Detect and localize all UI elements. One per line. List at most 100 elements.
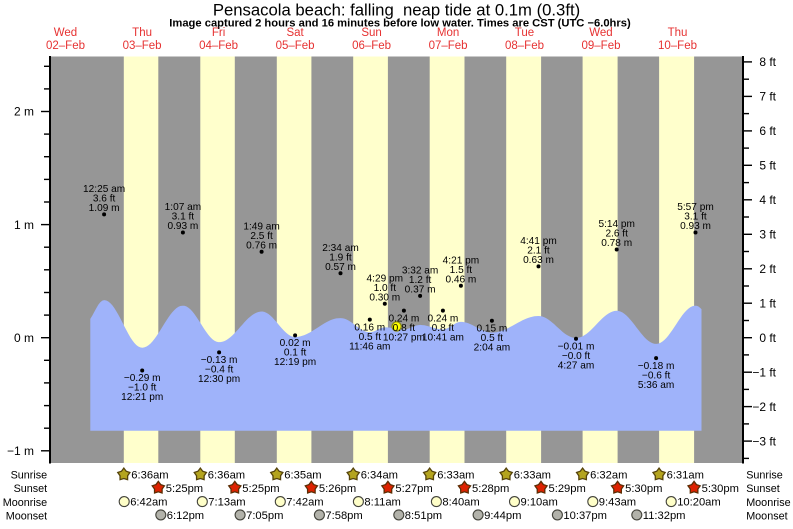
svg-text:−0.01 m: −0.01 m	[558, 342, 595, 353]
svg-text:0 m: 0 m	[14, 331, 34, 345]
svg-text:12:21 pm: 12:21 pm	[121, 392, 163, 403]
svg-text:Tue: Tue	[515, 27, 534, 39]
svg-text:−0.18 m: −0.18 m	[638, 361, 675, 372]
svg-text:8:11am: 8:11am	[364, 497, 400, 509]
svg-text:0.15 m: 0.15 m	[476, 323, 507, 334]
svg-text:−2: −2	[752, 400, 766, 414]
svg-text:4:29 pm: 4:29 pm	[367, 274, 403, 285]
svg-text:Mon: Mon	[437, 27, 459, 39]
svg-text:Sunset: Sunset	[746, 483, 780, 495]
svg-text:Sun: Sun	[361, 27, 381, 39]
svg-text:−0.0 ft: −0.0 ft	[562, 351, 591, 362]
svg-text:0.93 m: 0.93 m	[680, 221, 711, 232]
svg-text:ft: ft	[766, 331, 777, 345]
svg-text:4:41 pm: 4:41 pm	[520, 236, 556, 247]
svg-text:0.37 m: 0.37 m	[405, 285, 436, 296]
svg-text:06–Feb: 06–Feb	[352, 40, 391, 52]
svg-text:07–Feb: 07–Feb	[429, 40, 468, 52]
svg-text:3:32 am: 3:32 am	[402, 266, 438, 277]
svg-text:−0.6 ft: −0.6 ft	[642, 370, 671, 381]
svg-text:9:44pm: 9:44pm	[484, 510, 521, 522]
svg-text:1.09 m: 1.09 m	[89, 203, 120, 214]
svg-text:0.63 m: 0.63 m	[523, 255, 554, 266]
svg-text:6:31am: 6:31am	[667, 469, 704, 481]
svg-text:08–Feb: 08–Feb	[505, 40, 544, 52]
svg-text:−0.4 ft: −0.4 ft	[205, 365, 234, 376]
svg-text:6:32am: 6:32am	[590, 469, 627, 481]
svg-text:ft: ft	[766, 90, 777, 104]
svg-text:5:26pm: 5:26pm	[319, 483, 356, 495]
svg-text:0.24 m: 0.24 m	[388, 313, 419, 324]
svg-text:5:30pm: 5:30pm	[702, 483, 739, 495]
svg-text:0.24 m: 0.24 m	[427, 313, 458, 324]
svg-text:ft: ft	[766, 262, 777, 276]
svg-text:0.5 ft: 0.5 ft	[481, 333, 504, 344]
svg-text:ft: ft	[766, 124, 777, 138]
svg-text:10:41 am: 10:41 am	[422, 332, 464, 343]
svg-text:1.9 ft: 1.9 ft	[329, 252, 352, 263]
svg-text:5:30pm: 5:30pm	[625, 483, 662, 495]
svg-text:ft: ft	[766, 228, 777, 242]
svg-text:11:46 am: 11:46 am	[349, 341, 390, 352]
svg-text:5:36 am: 5:36 am	[638, 380, 674, 391]
svg-text:ft: ft	[766, 400, 777, 414]
svg-text:0: 0	[759, 331, 766, 345]
svg-text:9:10am: 9:10am	[521, 497, 558, 509]
svg-text:9:43am: 9:43am	[599, 497, 636, 509]
svg-text:5:25pm: 5:25pm	[242, 483, 279, 495]
svg-text:1 m: 1 m	[14, 218, 34, 232]
svg-text:Moonrise: Moonrise	[746, 497, 790, 509]
svg-text:1: 1	[759, 296, 766, 310]
svg-text:0.02 m: 0.02 m	[280, 338, 311, 349]
svg-text:Moonset: Moonset	[6, 510, 47, 522]
svg-text:5:25pm: 5:25pm	[166, 483, 203, 495]
svg-text:5:27pm: 5:27pm	[395, 483, 432, 495]
svg-text:0.57 m: 0.57 m	[325, 262, 356, 273]
svg-text:1:07 am: 1:07 am	[165, 202, 201, 213]
svg-text:3.6 ft: 3.6 ft	[93, 194, 116, 205]
svg-text:2 m: 2 m	[14, 105, 34, 119]
svg-text:7:05pm: 7:05pm	[246, 510, 283, 522]
svg-text:03–Feb: 03–Feb	[123, 40, 162, 52]
svg-text:12:25 am: 12:25 am	[83, 184, 125, 195]
svg-text:5:14 pm: 5:14 pm	[598, 219, 634, 230]
svg-text:02–Feb: 02–Feb	[46, 40, 85, 52]
svg-text:6: 6	[759, 124, 766, 138]
svg-text:7:58pm: 7:58pm	[325, 510, 362, 522]
svg-text:0.1 ft: 0.1 ft	[284, 348, 307, 359]
svg-text:ft: ft	[766, 434, 777, 448]
svg-text:Wed: Wed	[54, 27, 77, 39]
svg-text:5: 5	[759, 159, 766, 173]
svg-text:Moonset: Moonset	[746, 510, 787, 522]
svg-text:6:33am: 6:33am	[437, 469, 474, 481]
svg-text:05–Feb: 05–Feb	[276, 40, 315, 52]
svg-text:0.46 m: 0.46 m	[445, 274, 476, 285]
svg-text:1.2 ft: 1.2 ft	[409, 275, 432, 286]
svg-text:7:13am: 7:13am	[208, 497, 245, 509]
svg-text:−0.29 m: −0.29 m	[124, 373, 161, 384]
svg-text:0.8 ft: 0.8 ft	[432, 323, 455, 334]
svg-text:04–Feb: 04–Feb	[199, 40, 238, 52]
svg-text:1.0 ft: 1.0 ft	[374, 283, 397, 294]
svg-text:0.78 m: 0.78 m	[601, 238, 632, 249]
svg-text:−0.13 m: −0.13 m	[201, 355, 238, 366]
svg-text:12:19 pm: 12:19 pm	[274, 357, 316, 368]
svg-text:ft: ft	[766, 365, 777, 379]
svg-text:09–Feb: 09–Feb	[581, 40, 620, 52]
svg-text:0.30 m: 0.30 m	[369, 293, 400, 304]
svg-text:1.5 ft: 1.5 ft	[450, 265, 473, 276]
svg-text:2:34 am: 2:34 am	[322, 243, 358, 254]
svg-text:0.8 ft: 0.8 ft	[393, 323, 416, 334]
svg-text:5:28pm: 5:28pm	[472, 483, 509, 495]
svg-text:Moonrise: Moonrise	[3, 497, 47, 509]
svg-text:6:36am: 6:36am	[131, 469, 168, 481]
svg-text:6:12pm: 6:12pm	[167, 510, 204, 522]
svg-text:6:42am: 6:42am	[130, 497, 167, 509]
svg-text:8:40am: 8:40am	[442, 497, 479, 509]
svg-text:−1.0 ft: −1.0 ft	[128, 383, 157, 394]
svg-text:ft: ft	[766, 296, 777, 310]
svg-text:Sunset: Sunset	[14, 483, 48, 495]
svg-text:Thu: Thu	[132, 27, 152, 39]
svg-text:8: 8	[759, 55, 766, 69]
svg-text:0.16 m: 0.16 m	[354, 322, 385, 333]
